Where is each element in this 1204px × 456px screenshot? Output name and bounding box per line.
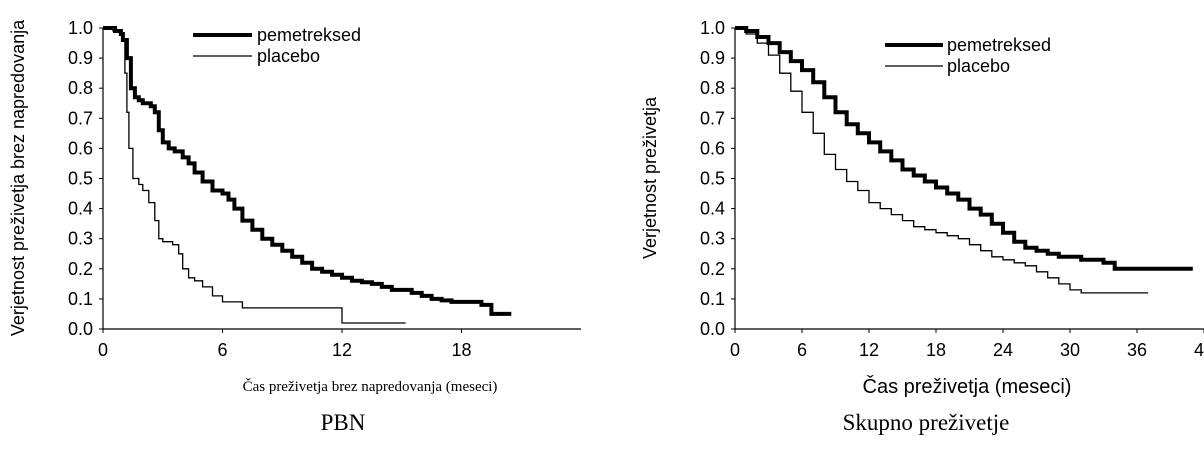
x-tick-label: 12 [859, 340, 879, 360]
y-tick-label: 0.1 [700, 289, 725, 309]
x-tick-label: 30 [1060, 340, 1080, 360]
y-tick-label: 0.0 [700, 319, 725, 339]
y-tick-label: 0.9 [700, 48, 725, 68]
y-tick-label: 0.1 [68, 289, 93, 309]
y-tick-label: 0.2 [68, 259, 93, 279]
pbn-chart: 0.0 0.1 0.2 0.3 0.4 0.5 0.6 0.7 0.8 0.9 1.0 0 6 12 18 Č… [8, 18, 581, 395]
y-tick-label: 1.0 [68, 18, 93, 38]
y-tick-label: 0.5 [68, 169, 93, 189]
y-tick-label: 0.6 [68, 138, 93, 158]
x-axis-label: Čas preživetja brez napredovanja (meseci… [243, 378, 498, 395]
chart-caption: PBN [320, 410, 366, 435]
x-tick-label: 6 [797, 340, 807, 360]
x-tick-label: 24 [993, 340, 1013, 360]
chart-caption: Skupno preživetje [842, 410, 1010, 435]
x-tick-label: 36 [1127, 340, 1147, 360]
x-tick-label: 0 [98, 340, 108, 360]
x-axis-label: Čas preživetja (meseci) [863, 375, 1072, 398]
overall-survival-chart-panel: 0.0 0.1 0.2 0.3 0.4 0.5 0.6 0.7 0.8 0.9 1.0 0 6 12 18 2… [602, 0, 1204, 456]
y-tick-label: 0.8 [68, 78, 93, 98]
x-tick-label: 6 [217, 340, 227, 360]
legend-label-pemetreksed: pemetreksed [257, 25, 361, 45]
y-tick-label: 0.8 [700, 78, 725, 98]
series-line-pemetreksed [735, 26, 1193, 271]
series-line-pemetreksed [103, 26, 512, 316]
x-tick-label: 0 [730, 340, 740, 360]
legend-label-pemetreksed: pemetreksed [947, 35, 1051, 55]
y-tick-label: 0.7 [68, 108, 93, 128]
x-tick-label: 42 [1194, 340, 1204, 360]
y-tick-label: 0.3 [700, 229, 725, 249]
series-line-placebo [735, 27, 1149, 294]
y-tick-label: 0.7 [700, 108, 725, 128]
pbn-chart-panel: 0.0 0.1 0.2 0.3 0.4 0.5 0.6 0.7 0.8 0.9 1.0 0 6 12 18 Č… [8, 18, 581, 435]
y-tick-label: 0.4 [700, 199, 725, 219]
y-tick-label: 0.4 [68, 199, 93, 219]
y-tick-label: 0.2 [700, 259, 725, 279]
x-tick-label: 12 [332, 340, 352, 360]
x-tick-label: 18 [926, 340, 946, 360]
y-tick-label: 0.3 [68, 229, 93, 249]
y-tick-label: 0.0 [68, 319, 93, 339]
y-tick-label: 0.6 [700, 138, 725, 158]
y-tick-label: 0.5 [700, 169, 725, 189]
y-tick-label: 0.9 [68, 48, 93, 68]
overall-survival-chart: 0.0 0.1 0.2 0.3 0.4 0.5 0.6 0.7 0.8 0.9 1.0 0 6 12 18 2… [640, 18, 1204, 398]
y-axis-label: Verjetnost preživetja [640, 96, 660, 259]
legend-label-placebo: placebo [947, 56, 1010, 76]
legend-label-placebo: placebo [257, 46, 320, 66]
y-axis-label: Verjetnost preživetja brez napredovanja [8, 19, 28, 336]
x-tick-label: 18 [451, 340, 471, 360]
y-tick-label: 1.0 [700, 18, 725, 38]
series-line-placebo [103, 27, 406, 324]
